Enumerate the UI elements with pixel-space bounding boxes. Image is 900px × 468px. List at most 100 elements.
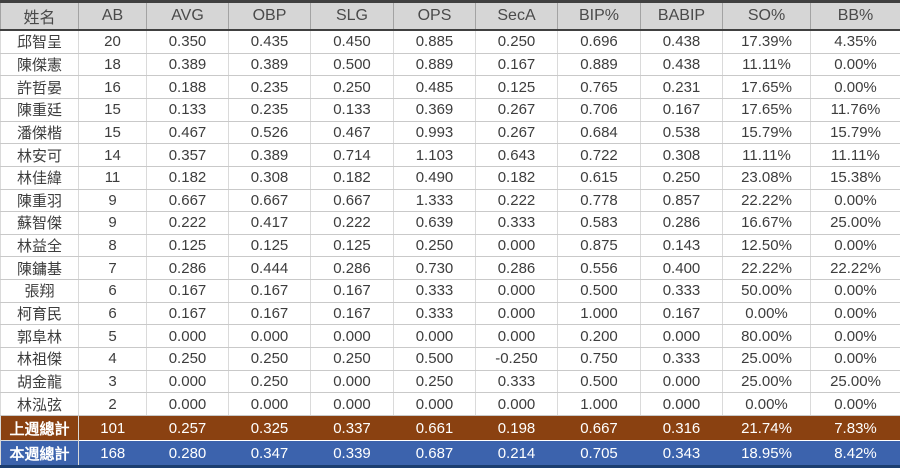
stat-cell-seca: 0.125 (475, 75, 558, 99)
stat-cell-slg: 0.250 (310, 347, 394, 371)
stat-cell-seca: 0.267 (475, 121, 558, 145)
stat-cell-babip: 0.333 (640, 279, 723, 303)
stat-cell-obp: 0.250 (228, 370, 311, 394)
stat-cell-bb-pct: 15.38% (810, 166, 900, 190)
stat-cell-bip-pct: 0.500 (557, 279, 641, 303)
stat-cell-ops: 1.333 (393, 189, 476, 213)
total-stat-cell-avg: 0.280 (146, 440, 229, 468)
stat-cell-bb-pct: 0.00% (810, 392, 900, 416)
stat-cell-slg: 0.250 (310, 75, 394, 99)
player-name-cell: 張翔 (0, 279, 79, 303)
stat-cell-seca: 0.286 (475, 256, 558, 281)
player-row: 林佳緯 11 0.182 0.308 0.182 0.490 0.182 0.615 0.250… (0, 166, 900, 190)
stat-cell-bip-pct: 0.889 (557, 53, 641, 77)
stat-cell-bb-pct: 11.76% (810, 98, 900, 122)
stat-cell-avg: 0.250 (146, 347, 229, 371)
stat-cell-obp: 0.308 (228, 166, 311, 190)
column-header-ops: OPS (393, 0, 476, 31)
stat-cell-bb-pct: 22.22% (810, 256, 900, 281)
stat-cell-so-pct: 25.00% (722, 370, 811, 394)
stat-cell-obp: 0.000 (228, 392, 311, 416)
stat-cell-ops: 0.490 (393, 166, 476, 190)
stat-cell-obp: 0.444 (228, 256, 311, 281)
stat-cell-avg: 0.167 (146, 279, 229, 303)
stat-cell-obp: 0.526 (228, 121, 311, 145)
player-row: 潘傑楷 15 0.467 0.526 0.467 0.993 0.267 0.684 0.538… (0, 121, 900, 145)
stat-cell-obp: 0.000 (228, 324, 311, 348)
stat-cell-bip-pct: 0.778 (557, 189, 641, 213)
stat-cell-ops: 0.250 (393, 370, 476, 394)
player-row: 陳重廷 15 0.133 0.235 0.133 0.369 0.267 0.706 0.167… (0, 98, 900, 122)
stat-cell-babip: 0.167 (640, 302, 723, 326)
player-name-cell: 許哲晏 (0, 75, 79, 99)
stat-cell-slg: 0.500 (310, 53, 394, 77)
stat-cell-avg: 0.000 (146, 370, 229, 394)
stat-cell-ops: 0.639 (393, 211, 476, 235)
stat-cell-ab: 5 (78, 324, 147, 348)
stat-cell-ab: 3 (78, 370, 147, 394)
total-stat-cell-slg: 0.339 (310, 440, 394, 468)
stat-cell-avg: 0.182 (146, 166, 229, 190)
total-stat-cell-avg: 0.257 (168, 419, 207, 437)
total-stat-cell-babip: 0.316 (662, 419, 701, 437)
stat-cell-babip: 0.000 (640, 324, 723, 348)
stat-cell-ops: 0.250 (393, 234, 476, 258)
stat-cell-slg: 0.714 (310, 143, 394, 167)
stat-cell-ab: 16 (78, 75, 147, 99)
stat-cell-obp: 0.235 (228, 98, 311, 122)
stat-cell-bb-pct: 0.00% (810, 53, 900, 77)
total-stat-cell-so-pct: 21.74% (741, 419, 792, 437)
stat-cell-bb-pct: 25.00% (810, 211, 900, 235)
player-row: 陳重羽 9 0.667 0.667 0.667 1.333 0.222 0.778 0.857 2… (0, 189, 900, 213)
stat-cell-seca: 0.333 (475, 211, 558, 235)
stat-cell-ab: 15 (78, 98, 147, 122)
stat-cell-avg: 0.286 (146, 256, 229, 281)
stat-cell-slg: 0.286 (310, 256, 394, 281)
last-week-total-row: 上週總計 101 0.257 0.325 0.337 0.661 0.198 0.667 0.3… (0, 415, 900, 441)
stat-cell-obp: 0.435 (228, 30, 311, 54)
stat-cell-so-pct: 50.00% (722, 279, 811, 303)
stat-cell-ab: 20 (78, 30, 147, 54)
stat-cell-so-pct: 22.22% (722, 189, 811, 213)
stat-cell-obp: 0.389 (228, 53, 311, 77)
this-week-total-row: 本週總計 168 0.280 0.347 0.339 0.687 0.214 0.705 0.3… (0, 440, 900, 468)
stat-cell-babip: 0.286 (640, 211, 723, 235)
stat-cell-bip-pct: 0.500 (557, 370, 641, 394)
stat-cell-ops: 0.000 (393, 392, 476, 416)
player-name-cell: 林安可 (0, 143, 79, 167)
column-header-bb-pct: BB% (810, 0, 900, 31)
stat-cell-ops: 0.993 (393, 121, 476, 145)
stat-cell-seca: 0.643 (475, 143, 558, 167)
player-row: 郭阜林 5 0.000 0.000 0.000 0.000 0.000 0.200 0.000 8… (0, 324, 900, 348)
stat-cell-bb-pct: 0.00% (810, 324, 900, 348)
stat-cell-bb-pct: 0.00% (810, 189, 900, 213)
stat-cell-avg: 0.133 (146, 98, 229, 122)
player-row: 張翔 6 0.167 0.167 0.167 0.333 0.000 0.500 0.333 50… (0, 279, 900, 303)
column-header-ab: AB (78, 0, 147, 31)
stat-cell-ab: 11 (78, 166, 147, 190)
stat-cell-ops: 0.485 (393, 75, 476, 99)
total-stat-cell-ab: 101 (100, 419, 126, 437)
stat-cell-so-pct: 11.11% (722, 53, 811, 77)
stat-cell-so-pct: 15.79% (722, 121, 811, 145)
stat-cell-bb-pct: 0.00% (810, 234, 900, 258)
stat-cell-obp: 0.250 (228, 347, 311, 371)
stat-cell-slg: 0.000 (310, 324, 394, 348)
stat-cell-bip-pct: 0.765 (557, 75, 641, 99)
stat-cell-slg: 0.450 (310, 30, 394, 54)
total-stat-cell-seca: 0.198 (497, 419, 536, 437)
stat-cell-ab: 8 (78, 234, 147, 258)
total-stat-cell-bip-pct: 0.667 (580, 419, 618, 437)
stat-cell-babip: 0.538 (640, 121, 723, 145)
total-stat-cell-babip: 0.343 (640, 440, 723, 468)
stat-cell-bip-pct: 0.706 (557, 98, 641, 122)
total-stat-cell-slg: 0.337 (333, 419, 371, 437)
stat-cell-ops: 0.885 (393, 30, 476, 54)
column-header-so-pct: SO% (722, 0, 811, 31)
stat-cell-seca: 0.222 (475, 189, 558, 213)
total-label-cell: 上週總計 (0, 415, 79, 441)
stat-cell-slg: 0.000 (310, 392, 394, 416)
player-name-cell: 柯育民 (0, 302, 79, 326)
total-stat-cell-bb-pct: 8.42% (810, 440, 900, 468)
stat-cell-bip-pct: 1.000 (557, 302, 641, 326)
